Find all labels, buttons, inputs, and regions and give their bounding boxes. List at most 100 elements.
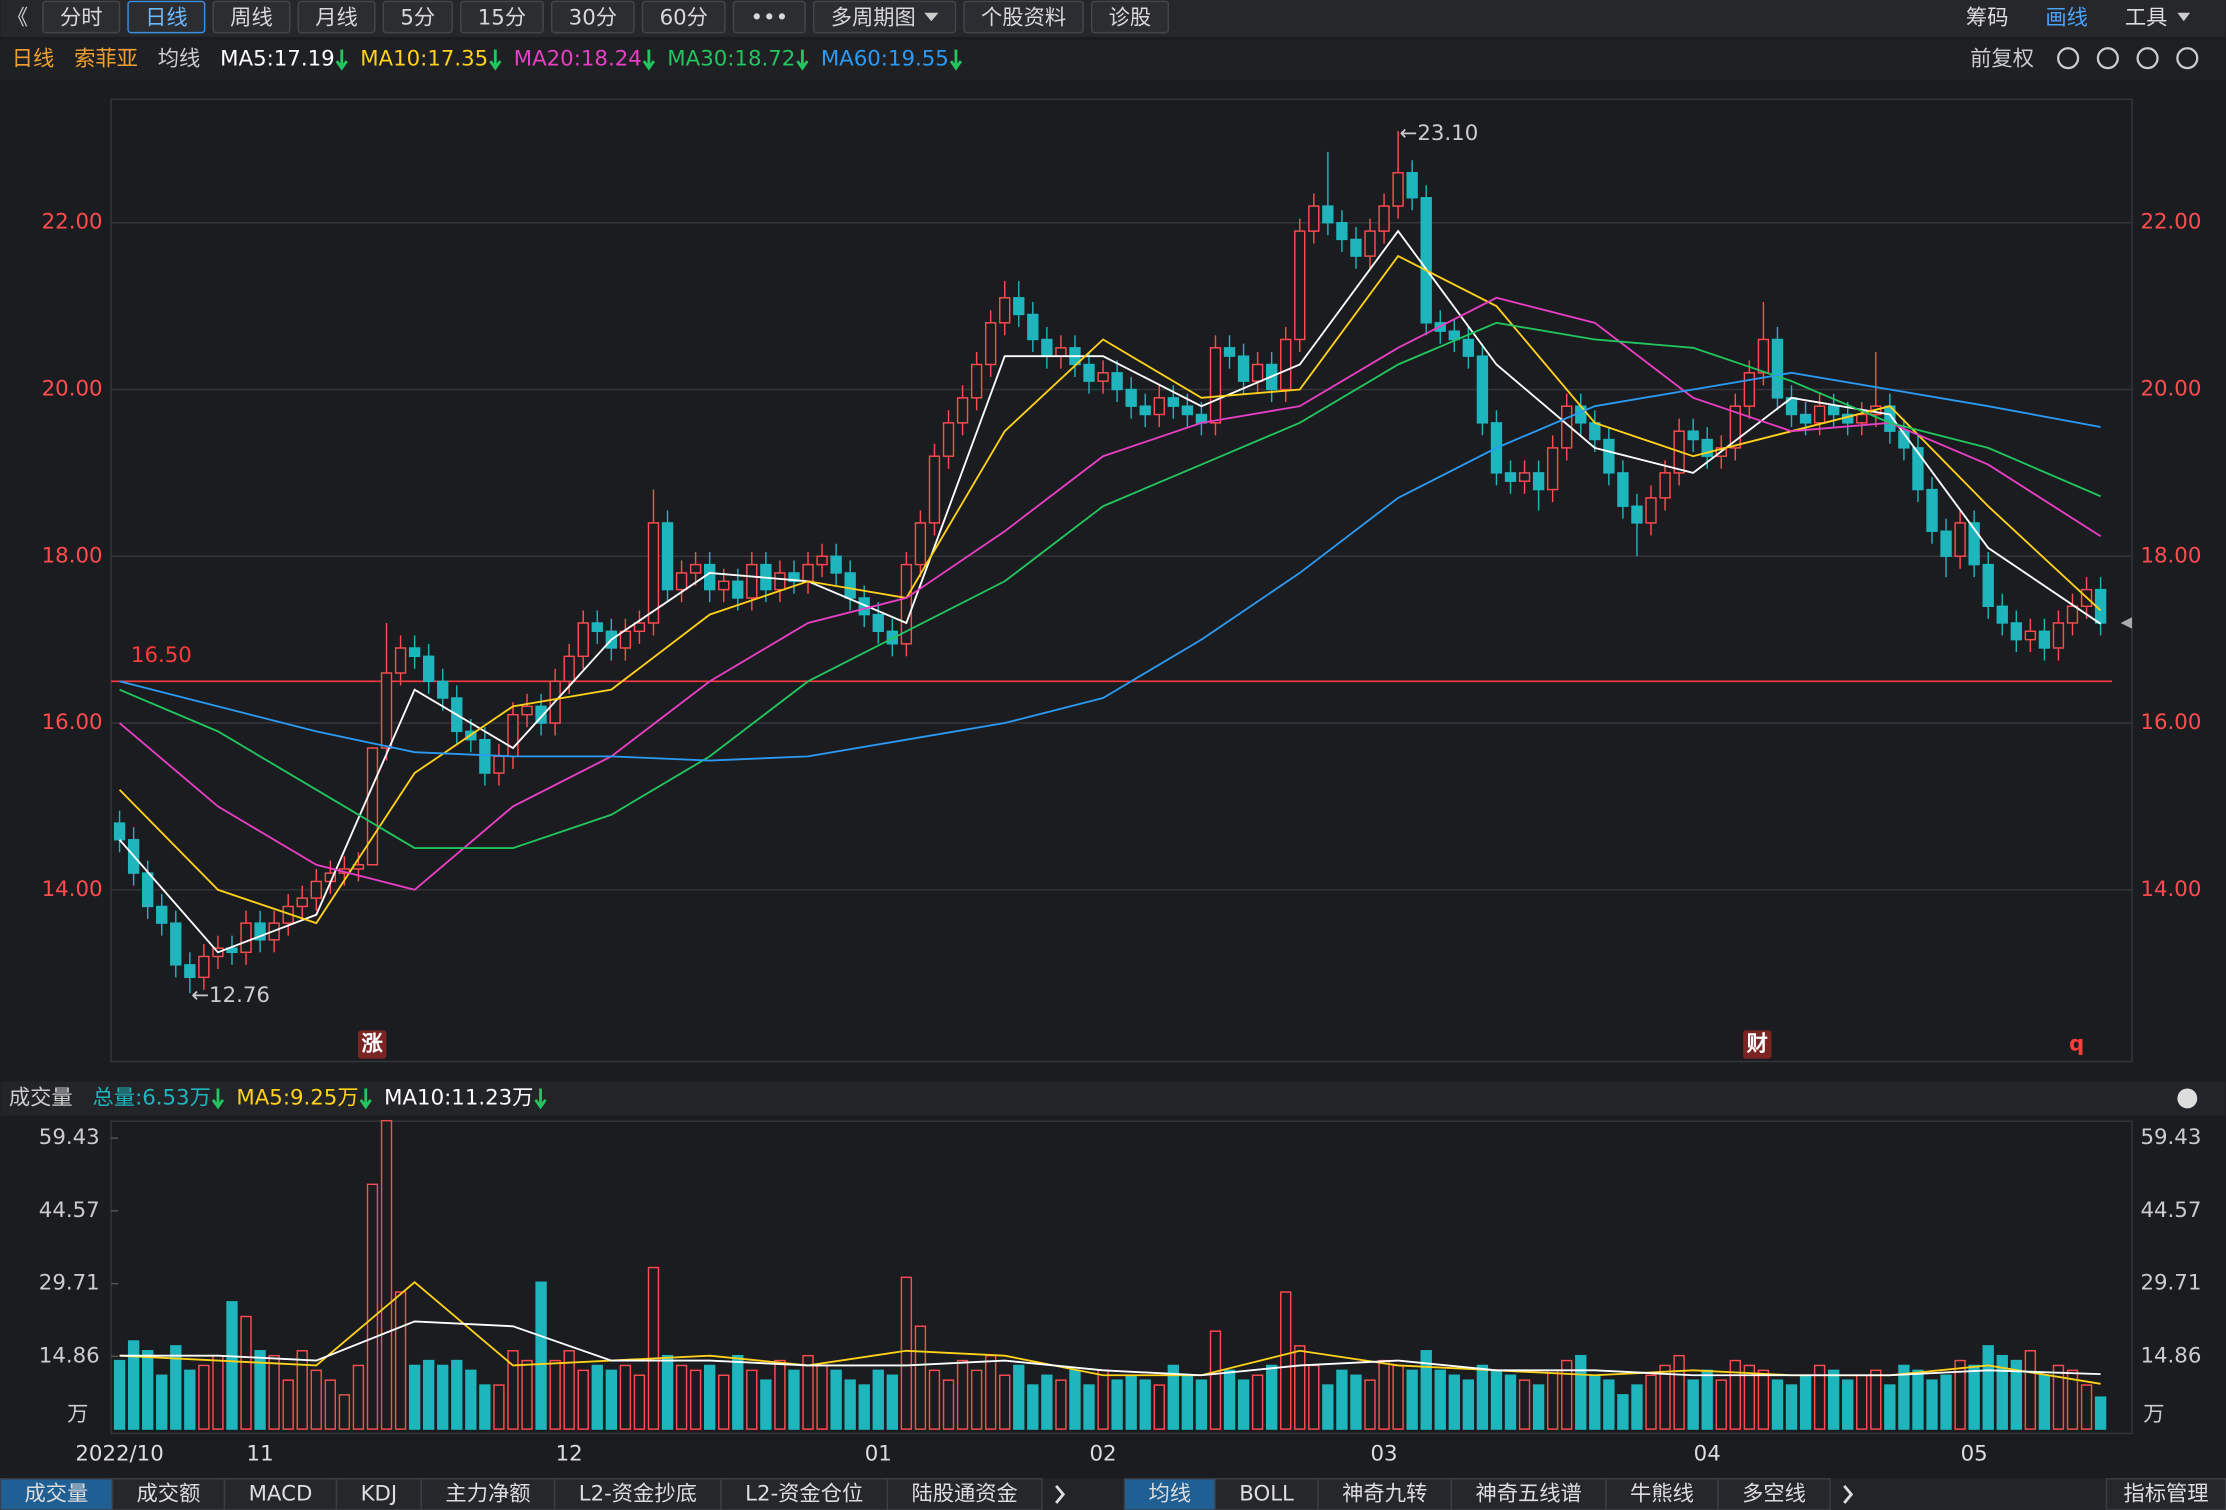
icon-button[interactable] xyxy=(2136,47,2159,70)
tab-label[interactable]: 个股资料 xyxy=(981,5,1066,30)
indicator-tab-label[interactable]: L2-资金抄底 xyxy=(579,1481,697,1506)
tab-label[interactable]: 分时 xyxy=(60,5,103,30)
y-unit: 万 xyxy=(67,1402,88,1427)
volume-bar xyxy=(2010,1359,2022,1430)
adjust-label[interactable]: 前复权 xyxy=(1970,47,2034,72)
tab-button[interactable] xyxy=(963,0,1084,34)
indicator-tab[interactable] xyxy=(1717,1478,1831,1510)
toolbar-item[interactable]: 画线 xyxy=(2045,5,2088,30)
volume-bar xyxy=(549,1359,561,1430)
volume-bar xyxy=(718,1374,730,1430)
indicator-tab-label[interactable]: 主力净额 xyxy=(445,1481,530,1506)
indicator-tab-label[interactable]: 陆股通资金 xyxy=(912,1481,1018,1506)
candle-body xyxy=(507,713,519,758)
manage-label[interactable]: 指标管理 xyxy=(2123,1481,2208,1506)
down-arrow xyxy=(534,1088,547,1110)
event-marker[interactable]: 财 xyxy=(1747,1032,1768,1057)
indicator-tab[interactable] xyxy=(720,1478,889,1510)
volume-bar xyxy=(999,1374,1011,1430)
candle-body xyxy=(1448,330,1460,341)
candle-body xyxy=(1729,405,1741,449)
indicator-tab-label[interactable]: 均线 xyxy=(1148,1481,1191,1506)
indicator-tab[interactable] xyxy=(886,1478,1043,1510)
volume-bar xyxy=(226,1301,238,1430)
back-button[interactable]: 《 xyxy=(7,5,28,30)
volume-bar xyxy=(1378,1359,1390,1430)
indicator-tab[interactable] xyxy=(1605,1478,1719,1510)
candle-body xyxy=(1476,355,1489,424)
scroll-chevron[interactable] xyxy=(1843,1484,1854,1504)
icon-button[interactable] xyxy=(2176,47,2199,70)
volume-bar xyxy=(1013,1364,1025,1430)
volume-bar xyxy=(1645,1374,1657,1430)
tab-button[interactable] xyxy=(297,0,376,34)
tab-button[interactable] xyxy=(212,0,291,34)
indicator-tab-label[interactable]: 牛熊线 xyxy=(1630,1481,1694,1506)
volume-bar xyxy=(760,1379,772,1430)
candle-body xyxy=(1589,422,1601,441)
tab-label[interactable]: 60分 xyxy=(660,5,708,30)
candle-body xyxy=(170,922,182,966)
volume-ma-legend: MA5:9.25万 xyxy=(236,1085,358,1110)
volume-bar xyxy=(984,1354,997,1430)
indicator-tab-label[interactable]: 神奇五线谱 xyxy=(1475,1481,1581,1506)
tab-label[interactable]: 多周期图 xyxy=(831,5,916,30)
indicator-tab[interactable] xyxy=(223,1478,338,1510)
event-marker[interactable]: q xyxy=(2069,1032,2084,1057)
tab-label[interactable]: 月线 xyxy=(315,5,358,30)
indicator-tab[interactable] xyxy=(1450,1478,1607,1510)
tab-label[interactable]: 日线 xyxy=(145,5,188,30)
indicator-tab-label[interactable]: 成交量 xyxy=(24,1481,88,1506)
indicator-tab[interactable] xyxy=(111,1478,226,1510)
tab-button[interactable] xyxy=(42,0,121,34)
volume-bar xyxy=(1504,1374,1517,1430)
tab-button[interactable] xyxy=(460,0,544,34)
volume-bar xyxy=(1195,1379,1208,1430)
tab-label[interactable]: 诊股 xyxy=(1109,5,1152,30)
indicator-tab-label[interactable]: L2-资金仓位 xyxy=(745,1481,863,1506)
close-button[interactable] xyxy=(2177,1088,2198,1109)
toolbar-item[interactable]: 筹码 xyxy=(1966,5,2009,30)
volume-bar xyxy=(1462,1379,1475,1430)
tab-button[interactable] xyxy=(812,0,957,34)
tab-label[interactable]: 周线 xyxy=(230,5,273,30)
tab-button[interactable] xyxy=(382,0,453,34)
manage-button[interactable] xyxy=(2105,1478,2226,1510)
volume-bar xyxy=(142,1350,154,1430)
indicator-tab-label[interactable]: 多空线 xyxy=(1742,1481,1806,1506)
tab-label[interactable]: 15分 xyxy=(478,5,526,30)
tab-button[interactable] xyxy=(732,0,806,34)
tab-button[interactable] xyxy=(550,0,635,34)
volume-bar xyxy=(1406,1369,1418,1430)
indicator-tab-label[interactable]: BOLL xyxy=(1239,1481,1294,1506)
info-text: 日线 xyxy=(12,47,55,72)
icon-button[interactable] xyxy=(2057,47,2080,70)
candle-body xyxy=(942,422,955,457)
tab-button[interactable] xyxy=(1090,0,1169,34)
volume-bar xyxy=(802,1354,814,1430)
tab-button[interactable] xyxy=(127,0,206,34)
candle-body xyxy=(408,647,421,658)
volume-bar xyxy=(872,1369,884,1430)
indicator-tab[interactable] xyxy=(420,1478,556,1510)
indicator-tab-label[interactable]: 成交额 xyxy=(137,1481,201,1506)
toolbar-item[interactable]: 工具 xyxy=(2125,5,2168,30)
candle-body xyxy=(1926,488,1938,532)
icon-button[interactable] xyxy=(2096,47,2119,70)
tab-label[interactable]: ••• xyxy=(750,5,788,30)
indicator-tab-label[interactable]: 神奇九转 xyxy=(1342,1481,1427,1506)
volume-bar xyxy=(1364,1379,1376,1430)
tab-button[interactable] xyxy=(641,0,726,34)
indicator-tab[interactable] xyxy=(335,1478,423,1510)
event-marker[interactable]: 涨 xyxy=(362,1032,384,1057)
candle-body xyxy=(577,622,589,658)
volume-ma-legend: MA10:11.23万 xyxy=(384,1085,533,1110)
volume-bar xyxy=(352,1364,365,1430)
indicator-tab-label[interactable]: MACD xyxy=(249,1481,313,1506)
tab-label[interactable]: 5分 xyxy=(400,5,435,30)
candle-body xyxy=(394,647,407,674)
indicator-tab-label[interactable]: KDJ xyxy=(361,1481,398,1506)
tab-label[interactable]: 30分 xyxy=(569,5,617,30)
y-tick-label-right: 20.00 xyxy=(2140,377,2201,402)
scroll-chevron[interactable] xyxy=(1055,1484,1066,1504)
